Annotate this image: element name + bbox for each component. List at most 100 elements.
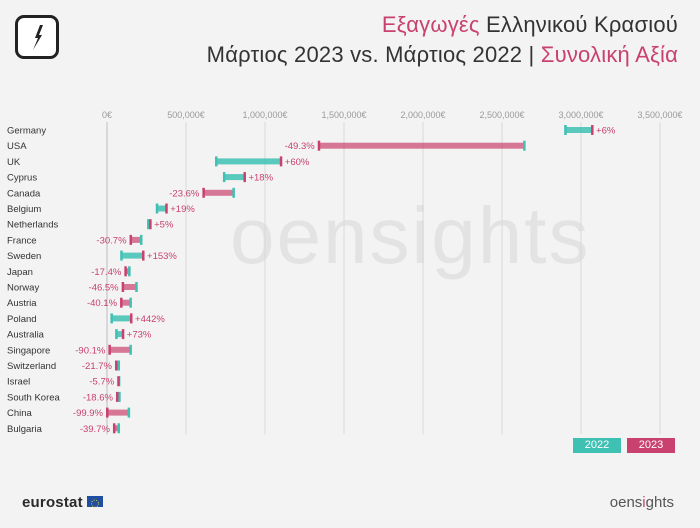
marker-2022 xyxy=(222,172,226,183)
brand-mark: i xyxy=(642,494,646,511)
range-bar xyxy=(156,205,167,212)
marker-2023 xyxy=(120,297,123,308)
change-label: +6% xyxy=(596,126,616,137)
country-label: Austria xyxy=(7,298,37,309)
change-label: -17.4% xyxy=(91,267,122,278)
marker-2023 xyxy=(121,329,125,340)
range-bar xyxy=(203,189,234,196)
change-label: -99.9% xyxy=(73,408,104,419)
range-bar xyxy=(107,409,129,416)
x-tick-label: 500,000€ xyxy=(167,110,205,120)
range-bar xyxy=(116,331,123,338)
marker-2022 xyxy=(129,344,132,355)
marker-2022 xyxy=(155,203,159,214)
x-tick-label: 1,500,000€ xyxy=(321,110,366,120)
range-bar xyxy=(113,425,119,432)
title-line-2: Μάρτιος 2023 vs. Μάρτιος 2022 | Συνολική… xyxy=(207,40,678,70)
country-label: Netherlands xyxy=(7,220,58,231)
title-plain-2: Μάρτιος 2023 vs. Μάρτιος 2022 | xyxy=(206,42,541,67)
brand-post: ghts xyxy=(645,494,674,511)
marker-2023 xyxy=(129,234,133,245)
marker-2023 xyxy=(115,360,118,371)
marker-2022 xyxy=(128,266,131,277)
change-label: -46.5% xyxy=(89,283,120,294)
country-label: Sweden xyxy=(7,251,41,262)
x-tick-label: 3,500,000€ xyxy=(637,110,682,120)
marker-2022 xyxy=(118,391,121,402)
marker-2022 xyxy=(147,219,150,230)
legend-2022: 2022 xyxy=(573,438,621,453)
marker-2023 xyxy=(591,125,594,135)
change-label: +442% xyxy=(135,314,165,325)
change-label: +60% xyxy=(285,157,310,168)
x-tick-label: 0€ xyxy=(102,110,112,120)
change-label: +5% xyxy=(154,220,174,231)
country-label: Israel xyxy=(7,377,30,388)
marker-2022 xyxy=(117,423,121,434)
country-label: Poland xyxy=(7,314,37,325)
country-label: USA xyxy=(7,141,27,152)
eu-flag-icon xyxy=(87,496,103,508)
x-tick-label: 2,500,000€ xyxy=(479,110,524,120)
marker-2023 xyxy=(112,423,116,434)
chart-title: Εξαγωγές Ελληνικού Κρασιού Μάρτιος 2023 … xyxy=(207,10,678,70)
marker-2023 xyxy=(130,313,133,324)
country-label: China xyxy=(7,408,33,419)
marker-2023 xyxy=(243,172,246,183)
title-line-1: Εξαγωγές Ελληνικού Κρασιού xyxy=(207,10,678,40)
marker-2022 xyxy=(120,250,123,261)
range-bar xyxy=(318,142,525,149)
marker-2022 xyxy=(564,125,567,135)
brand-logo: oensights xyxy=(610,494,674,511)
country-label: Norway xyxy=(7,283,39,294)
marker-2023 xyxy=(165,203,168,214)
legend-2023: 2023 xyxy=(627,438,675,453)
country-label: Germany xyxy=(7,126,46,137)
marker-2022 xyxy=(117,360,121,371)
country-label: Australia xyxy=(7,330,45,341)
range-bar xyxy=(216,158,281,165)
marker-2023 xyxy=(106,407,109,418)
marker-2023 xyxy=(124,266,127,277)
range-bar xyxy=(223,174,245,181)
change-label: -49.3% xyxy=(285,141,316,152)
country-label: France xyxy=(7,235,37,246)
change-label: +153% xyxy=(147,251,177,262)
change-label: -90.1% xyxy=(75,345,106,356)
country-label: South Korea xyxy=(7,392,61,403)
x-tick-label: 2,000,000€ xyxy=(400,110,445,120)
change-label: -5.7% xyxy=(89,377,114,388)
marker-2023 xyxy=(115,391,119,402)
marker-2023 xyxy=(279,156,283,167)
title-accent-1: Εξαγωγές xyxy=(381,12,480,37)
app-logo xyxy=(15,15,59,59)
change-label: -18.6% xyxy=(83,392,114,403)
range-bar xyxy=(130,236,141,243)
title-accent-2: Συνολική Αξία xyxy=(540,42,678,67)
marker-2023 xyxy=(121,282,125,292)
change-label: -23.6% xyxy=(169,188,200,199)
range-bar xyxy=(565,127,593,133)
change-label: -30.7% xyxy=(96,235,127,246)
marker-2022 xyxy=(232,187,235,198)
marker-2022 xyxy=(135,282,138,292)
country-label: UK xyxy=(7,157,21,168)
country-label: Bulgaria xyxy=(7,424,43,435)
marker-2023 xyxy=(317,140,321,151)
quill-icon xyxy=(33,25,43,50)
marker-2023 xyxy=(142,250,145,261)
change-label: +18% xyxy=(248,173,273,184)
marker-2023 xyxy=(108,344,111,355)
change-label: -40.1% xyxy=(87,298,118,309)
country-label: Singapore xyxy=(7,345,50,356)
country-label: Canada xyxy=(7,188,41,199)
country-label: Japan xyxy=(7,267,33,278)
x-tick-label: 3,000,000€ xyxy=(558,110,603,120)
change-label: -21.7% xyxy=(82,361,113,372)
marker-2022 xyxy=(110,313,113,324)
change-label: +73% xyxy=(127,330,152,341)
change-label: +19% xyxy=(170,204,195,215)
x-tick-label: 1,000,000€ xyxy=(242,110,287,120)
range-bar xyxy=(121,252,144,259)
change-label: -39.7% xyxy=(80,424,111,435)
